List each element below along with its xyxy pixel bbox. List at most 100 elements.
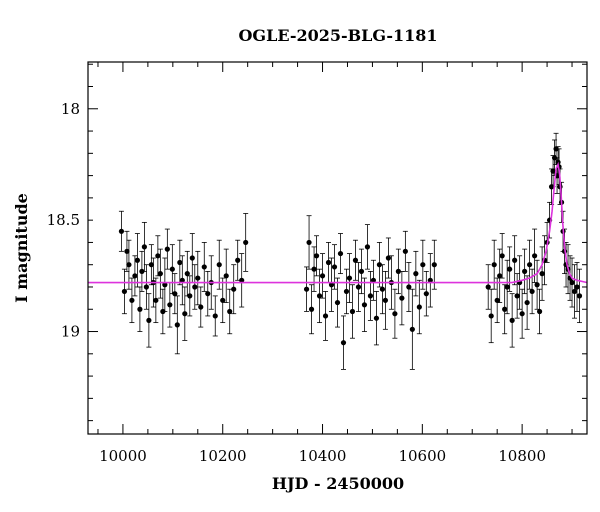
data-point bbox=[177, 259, 183, 266]
data-point bbox=[143, 284, 149, 290]
data-point bbox=[416, 304, 422, 310]
data-point bbox=[527, 262, 533, 268]
data-point bbox=[349, 308, 356, 315]
data-point bbox=[534, 282, 540, 288]
data-point bbox=[431, 262, 437, 268]
data-point bbox=[409, 326, 415, 332]
data-point bbox=[399, 295, 405, 301]
data-point bbox=[346, 275, 353, 281]
data-point bbox=[512, 257, 518, 263]
data-point bbox=[311, 266, 317, 272]
data-point bbox=[519, 311, 525, 317]
data-point bbox=[507, 266, 513, 272]
data-point bbox=[370, 277, 377, 283]
data-point bbox=[406, 284, 412, 290]
data-point bbox=[358, 268, 365, 274]
data-point bbox=[337, 250, 344, 257]
plot-frame bbox=[87, 61, 588, 435]
axis-tick-labels: 10000 10200 10400 10600 10800 18 18.5 19 bbox=[47, 100, 546, 465]
data-point bbox=[402, 248, 408, 254]
y-tick-label: 19 bbox=[61, 323, 80, 341]
data-point bbox=[373, 315, 380, 321]
data-point bbox=[205, 291, 211, 297]
data-point bbox=[488, 313, 494, 319]
data-point bbox=[423, 291, 429, 297]
x-tick-label: 10200 bbox=[199, 447, 247, 465]
data-point bbox=[340, 340, 347, 346]
data-point bbox=[576, 293, 583, 299]
data-point bbox=[132, 273, 138, 279]
data-point bbox=[155, 253, 161, 259]
data-point bbox=[212, 313, 218, 319]
data-point bbox=[235, 257, 241, 263]
data-point bbox=[494, 297, 500, 303]
data-point bbox=[334, 299, 341, 306]
data-point bbox=[201, 264, 207, 270]
error-bars bbox=[118, 132, 583, 370]
data-point bbox=[379, 286, 386, 292]
data-point bbox=[137, 306, 143, 312]
data-point bbox=[306, 239, 312, 246]
data-point bbox=[195, 275, 201, 281]
data-point bbox=[548, 184, 555, 190]
data-point bbox=[118, 228, 125, 234]
data-point bbox=[169, 266, 175, 272]
chart-title: OGLE-2025-BLG-1181 bbox=[238, 26, 437, 45]
data-point bbox=[164, 246, 170, 252]
data-point bbox=[243, 239, 249, 246]
data-point bbox=[319, 273, 326, 279]
data-points bbox=[118, 146, 583, 346]
data-point bbox=[550, 168, 556, 174]
data-point bbox=[316, 293, 323, 299]
data-point bbox=[420, 262, 426, 268]
data-point bbox=[189, 255, 195, 261]
data-point bbox=[385, 255, 391, 261]
data-point bbox=[571, 288, 578, 295]
data-point bbox=[522, 268, 528, 274]
data-point bbox=[162, 282, 168, 288]
data-point bbox=[529, 288, 535, 295]
data-point bbox=[223, 273, 229, 279]
data-point bbox=[153, 297, 159, 303]
data-point bbox=[555, 159, 561, 165]
data-point bbox=[497, 273, 503, 279]
data-point bbox=[216, 262, 222, 268]
data-point bbox=[574, 284, 580, 290]
model-curve bbox=[88, 161, 587, 284]
y-tick-label: 18 bbox=[61, 100, 80, 118]
data-point bbox=[322, 313, 329, 319]
axis-ticks bbox=[88, 62, 587, 434]
data-point bbox=[569, 279, 575, 286]
data-point bbox=[139, 268, 145, 274]
data-point bbox=[491, 262, 497, 268]
data-point bbox=[313, 253, 320, 259]
data-point bbox=[308, 306, 315, 312]
data-point bbox=[328, 282, 335, 288]
data-point bbox=[343, 288, 350, 295]
data-point bbox=[504, 284, 510, 290]
data-point bbox=[121, 288, 128, 295]
data-point bbox=[227, 308, 233, 315]
data-point bbox=[413, 271, 419, 277]
data-point bbox=[146, 317, 152, 323]
data-point bbox=[182, 311, 188, 317]
data-point bbox=[502, 306, 508, 312]
data-point bbox=[551, 155, 558, 161]
data-point bbox=[355, 284, 362, 290]
data-point bbox=[126, 262, 132, 268]
data-point bbox=[184, 271, 190, 277]
data-point bbox=[514, 293, 520, 299]
data-point bbox=[325, 259, 332, 266]
data-point bbox=[192, 284, 198, 290]
data-point bbox=[220, 297, 226, 303]
x-tick-label: 10400 bbox=[299, 447, 347, 465]
data-point bbox=[427, 277, 433, 283]
x-axis-label: HJD - 2450000 bbox=[272, 474, 404, 493]
data-point bbox=[160, 308, 166, 315]
data-point bbox=[198, 304, 204, 310]
data-point bbox=[231, 286, 237, 292]
x-tick-label: 10600 bbox=[398, 447, 446, 465]
data-point bbox=[124, 248, 130, 254]
data-point bbox=[499, 253, 505, 259]
